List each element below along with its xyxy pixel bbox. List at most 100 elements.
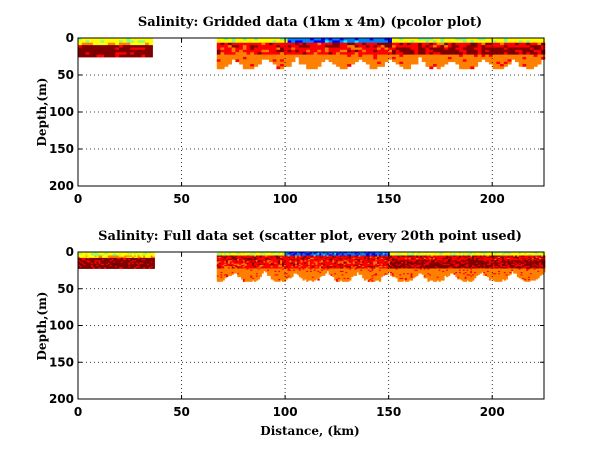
grid-cell — [313, 61, 318, 65]
scatter-point — [367, 274, 370, 276]
grid-cell — [384, 40, 389, 44]
scatter-point — [358, 263, 361, 266]
scatter-point — [459, 252, 462, 254]
scatter-point — [457, 256, 460, 259]
grid-cell — [474, 42, 479, 46]
scatter-point — [94, 267, 98, 269]
scatter-point — [302, 259, 305, 261]
scatter-point — [470, 264, 473, 267]
grid-cell — [470, 49, 475, 53]
scatter-point — [248, 257, 251, 260]
scatter-point — [111, 266, 114, 268]
scatter-point — [261, 266, 264, 268]
scatter-point — [255, 261, 259, 263]
scatter-point — [433, 279, 436, 281]
scatter-point — [283, 266, 287, 268]
grid-cell — [433, 61, 438, 65]
scatter-point — [244, 252, 247, 254]
scatter-point — [462, 259, 466, 261]
scatter-point — [147, 262, 150, 265]
scatter-point — [81, 262, 84, 265]
scatter-point — [272, 255, 275, 258]
grid-cell — [433, 47, 438, 51]
scatter-point — [233, 261, 236, 263]
scatter-point — [235, 266, 238, 268]
scatter-point — [382, 273, 385, 275]
scatter-point — [252, 270, 255, 273]
scatter-point — [354, 254, 357, 256]
scatter-point — [416, 274, 419, 276]
grid-cell — [126, 52, 131, 55]
scatter-point — [449, 257, 453, 260]
scatter-point — [291, 254, 294, 256]
scatter-point — [475, 269, 479, 272]
scatter-point — [364, 264, 367, 267]
scatter-point — [265, 252, 268, 254]
scatter-point — [405, 274, 408, 276]
grid-cell — [220, 54, 225, 58]
grid-cell — [115, 42, 120, 46]
grid-cell — [242, 64, 247, 67]
scatter-point — [254, 261, 257, 263]
scatter-point — [293, 260, 296, 262]
grid-cell — [298, 42, 303, 46]
grid-cell — [533, 45, 538, 48]
scatter-point — [339, 270, 343, 273]
scatter-point — [412, 254, 415, 256]
scatter-point — [466, 276, 469, 279]
grid-cell — [227, 56, 232, 60]
grid-cell — [85, 38, 90, 41]
scatter-point — [343, 268, 346, 271]
scatter-point — [244, 268, 247, 271]
scatter-point — [457, 274, 460, 276]
scatter-point — [377, 275, 380, 278]
scatter-point — [137, 262, 140, 265]
scatter-point — [246, 253, 249, 255]
grid-cell — [231, 40, 236, 44]
grid-cell — [410, 61, 415, 65]
scatter-point — [237, 257, 240, 260]
scatter-point — [414, 264, 417, 267]
scatter-point — [440, 256, 443, 259]
scatter-point — [336, 272, 339, 274]
grid-cell — [261, 54, 266, 58]
grid-cell — [429, 47, 434, 51]
scatter-point — [119, 263, 122, 266]
grid-cell — [440, 38, 445, 41]
scatter-point — [414, 272, 417, 274]
grid-cell — [92, 40, 97, 44]
scatter-point — [349, 260, 352, 262]
grid-cell — [481, 38, 486, 41]
scatter-point — [408, 257, 412, 260]
scatter-point — [323, 261, 326, 263]
grid-cell — [529, 61, 534, 65]
scatter-point — [91, 253, 94, 255]
scatter-point — [425, 252, 428, 254]
scatter-point — [438, 266, 441, 268]
scatter-point — [109, 263, 112, 266]
scatter-point — [226, 272, 229, 274]
grid-cell — [351, 52, 356, 55]
scatter-point — [100, 266, 103, 268]
scatter-point — [122, 266, 125, 268]
scatter-point — [455, 256, 458, 259]
scatter-point — [446, 266, 449, 268]
scatter-point — [248, 261, 251, 263]
scatter-point — [291, 259, 294, 261]
grid-cell — [141, 40, 146, 44]
scatter-point — [455, 262, 458, 265]
scatter-point — [464, 273, 467, 275]
scatter-point — [475, 254, 479, 256]
scatter-point — [285, 276, 288, 279]
grid-cell — [261, 52, 266, 55]
scatter-point — [315, 264, 318, 267]
scatter-point — [120, 262, 124, 265]
grid-cell — [354, 49, 359, 53]
scatter-point — [362, 257, 365, 260]
scatter-point — [308, 256, 311, 259]
scatter-point — [255, 276, 259, 279]
scatter-point — [98, 259, 101, 261]
scatter-point — [242, 267, 246, 269]
scatter-point — [375, 254, 378, 256]
scatter-point — [276, 277, 279, 280]
